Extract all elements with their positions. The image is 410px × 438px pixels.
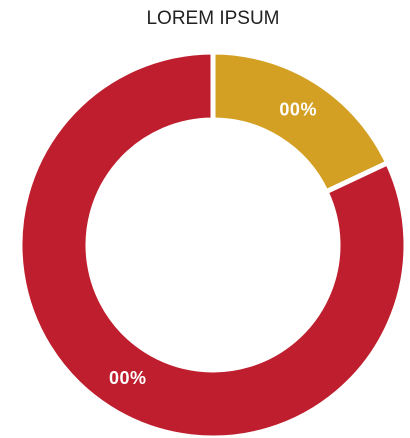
chart-title: LOREM IPSUM bbox=[146, 8, 279, 29]
donut-segment bbox=[17, 49, 409, 438]
data-label: 00% bbox=[109, 368, 147, 388]
donut-segment bbox=[210, 49, 391, 196]
data-label: 00% bbox=[279, 100, 317, 120]
